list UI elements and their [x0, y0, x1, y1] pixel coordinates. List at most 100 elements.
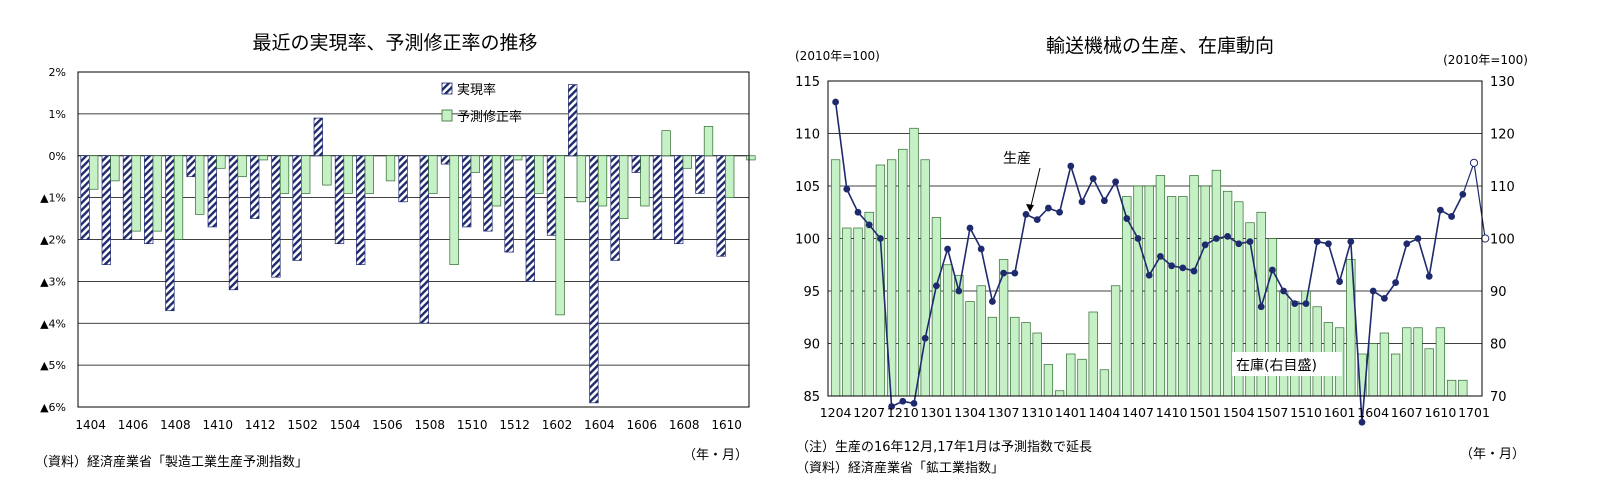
production-point — [1011, 269, 1019, 277]
revision-bar — [173, 155, 184, 240]
left-bars — [80, 84, 756, 404]
production-point — [1101, 197, 1108, 205]
production-point — [1269, 266, 1276, 274]
right-chart-title: 輸送機械の生産、在庫動向 — [1046, 35, 1274, 57]
left-x-tick-label: 1606 — [627, 418, 658, 432]
left-chart: 最近の実現率、予測修正率の推移 2% 1% 0% ▲1% ▲2% ▲3% ▲4% ▲5% ▲6%… — [35, 32, 756, 470]
inventory-bar — [1435, 327, 1446, 397]
realization-bar — [165, 155, 175, 312]
realization-bar — [440, 155, 451, 165]
production-point — [1347, 238, 1355, 246]
left-x-tick-label: 1412 — [245, 418, 276, 432]
inventory-bar — [1066, 353, 1076, 397]
right-chart-left-y-tick-labels: 85 90 95 100 105 110 115 — [795, 75, 820, 405]
realization-bar — [144, 155, 154, 245]
production-point — [1392, 279, 1399, 286]
revision-bar — [301, 155, 311, 194]
left-x-tick-label: 1602 — [542, 418, 573, 432]
production-point — [1123, 215, 1131, 222]
right-x-tick-label: 1501 — [1189, 405, 1221, 420]
realization-bar — [101, 155, 111, 265]
left-y-tick-label: ▲6% — [40, 401, 66, 414]
realization-bar — [122, 155, 133, 240]
right-x-tick-label: 1701 — [1458, 405, 1490, 420]
revision-bar — [725, 155, 735, 198]
revision-bar — [364, 155, 374, 194]
production-point — [1358, 418, 1366, 426]
left-x-tick-label: 1408 — [160, 418, 191, 432]
production-points — [832, 98, 1490, 426]
realization-bar — [546, 155, 557, 236]
production-annotation: 生産 — [1003, 151, 1031, 167]
production-point — [1425, 272, 1433, 280]
inventory-bar — [1278, 290, 1289, 397]
realization-bar — [356, 155, 366, 265]
inventory-bar — [1402, 327, 1412, 397]
left-source-note: （資料）経済産業省「製造工業生産予測指数」 — [35, 454, 308, 470]
production-point — [1067, 162, 1075, 170]
revision-bar — [682, 155, 692, 169]
inventory-bar — [1200, 185, 1210, 397]
revision-bar — [661, 130, 671, 157]
inventory-bar — [920, 159, 930, 397]
right-footnote: （注）生産の16年12月,17年1月は予測指数で延長 — [796, 439, 1092, 455]
left-x-tick-label: 1504 — [330, 418, 361, 432]
inventory-bar — [1189, 175, 1199, 397]
production-point — [1022, 210, 1030, 218]
realization-bar — [228, 155, 239, 291]
right-x-tick-label: 1507 — [1256, 405, 1288, 420]
realization-bar — [589, 155, 599, 404]
right-x-tick-label: 1204 — [820, 405, 852, 420]
inventory-bar — [976, 285, 986, 397]
inventory-bar — [1077, 358, 1087, 397]
right-x-tick-label: 1307 — [988, 405, 1020, 420]
revision-bar — [237, 155, 247, 178]
revision-bar — [597, 155, 608, 207]
left-chart-title: 最近の実現率、予測修正率の推移 — [252, 32, 537, 54]
production-point — [1089, 175, 1097, 183]
production-annotation-arrowhead — [1026, 204, 1034, 212]
inventory-bar — [1043, 364, 1054, 397]
production-forecast-point — [1469, 158, 1479, 167]
left-x-tick-label: 1506 — [372, 418, 403, 432]
left-y-tick-label: ▲5% — [40, 359, 66, 372]
inventory-bar — [1166, 196, 1177, 397]
inventory-bar — [931, 217, 942, 397]
right-x-tick-label: 1401 — [1055, 405, 1087, 420]
right-x-tick-labels: 1204 1207 1210 1301 1304 1307 1310 1401 1404 1407… — [820, 405, 1490, 420]
realization-bar — [186, 155, 196, 178]
production-point — [1045, 204, 1052, 212]
revision-bar — [131, 155, 141, 232]
revision-bar — [258, 155, 268, 161]
revision-bar — [703, 126, 714, 157]
left-x-tick-labels: 1404 1406 1408 1410 1412 1502 1504 1506 1508 1510… — [75, 418, 742, 432]
production-point — [910, 399, 918, 407]
inventory-bar — [1088, 311, 1098, 397]
production-point — [1437, 206, 1444, 214]
revision-bar — [449, 155, 459, 265]
left-y-tick-label: 1% — [49, 108, 66, 121]
production-point — [1179, 264, 1187, 272]
left-y-tick-label: 110 — [795, 128, 820, 143]
revision-bar — [385, 155, 396, 182]
realization-bar — [271, 155, 281, 278]
inventory-bar — [1178, 196, 1188, 397]
revision-bar — [195, 155, 205, 215]
realization-bar — [313, 117, 323, 157]
revision-bar — [216, 155, 226, 169]
production-point — [854, 208, 862, 216]
realization-bar — [695, 155, 705, 194]
production-point — [1459, 191, 1467, 198]
legend-swatch-realization — [441, 82, 453, 95]
revision-bar — [746, 155, 756, 161]
production-point — [1000, 269, 1007, 277]
production-point — [1448, 213, 1455, 220]
right-y-tick-label: 90 — [1490, 285, 1507, 300]
inventory-bar — [898, 148, 908, 397]
production-point — [1257, 303, 1265, 311]
realization-bar — [419, 155, 429, 324]
right-x-tick-label: 1210 — [887, 405, 919, 420]
inventory-annotation: 在庫(右目盛) — [1236, 357, 1317, 374]
inventory-annotation-bg — [1232, 352, 1342, 376]
inventory-bar — [1144, 185, 1154, 397]
